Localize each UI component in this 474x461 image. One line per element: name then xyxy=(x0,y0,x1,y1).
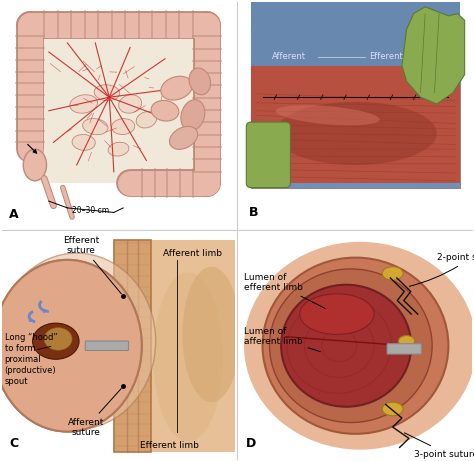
Ellipse shape xyxy=(154,272,223,442)
Polygon shape xyxy=(402,7,465,104)
FancyBboxPatch shape xyxy=(251,30,460,188)
Ellipse shape xyxy=(33,323,79,359)
Text: Efferent
suture: Efferent suture xyxy=(63,236,121,294)
Ellipse shape xyxy=(300,294,374,334)
Ellipse shape xyxy=(44,328,72,350)
Ellipse shape xyxy=(181,100,205,131)
Ellipse shape xyxy=(23,149,46,181)
Ellipse shape xyxy=(281,285,411,407)
Ellipse shape xyxy=(82,118,108,135)
Ellipse shape xyxy=(270,269,432,423)
FancyBboxPatch shape xyxy=(39,34,193,183)
Ellipse shape xyxy=(0,260,142,431)
FancyBboxPatch shape xyxy=(251,2,460,97)
Ellipse shape xyxy=(170,126,198,149)
Text: 20–30 cm: 20–30 cm xyxy=(72,206,109,215)
Ellipse shape xyxy=(399,336,415,347)
Text: Efferent: Efferent xyxy=(369,52,403,61)
FancyBboxPatch shape xyxy=(387,344,421,354)
Text: B: B xyxy=(249,206,258,219)
Ellipse shape xyxy=(72,135,95,150)
Ellipse shape xyxy=(94,85,119,100)
Ellipse shape xyxy=(274,102,437,165)
Ellipse shape xyxy=(263,258,448,434)
Ellipse shape xyxy=(244,242,474,449)
Ellipse shape xyxy=(70,95,98,113)
Ellipse shape xyxy=(161,76,192,100)
Ellipse shape xyxy=(0,253,155,429)
Text: Lumen of
efferent limb: Lumen of efferent limb xyxy=(244,273,325,308)
Text: 3-point sutures: 3-point sutures xyxy=(404,433,474,459)
Text: Afferent
suture: Afferent suture xyxy=(68,389,121,437)
Ellipse shape xyxy=(382,402,403,416)
Text: C: C xyxy=(9,437,18,449)
Ellipse shape xyxy=(182,266,240,402)
Ellipse shape xyxy=(136,112,156,128)
Bar xyxy=(114,240,151,452)
Ellipse shape xyxy=(189,68,210,95)
FancyBboxPatch shape xyxy=(85,341,128,350)
Ellipse shape xyxy=(111,118,135,135)
Text: D: D xyxy=(246,437,256,449)
Text: Efferent limb: Efferent limb xyxy=(140,441,199,449)
Text: Afferent limb: Afferent limb xyxy=(164,248,222,258)
Ellipse shape xyxy=(0,260,142,431)
FancyBboxPatch shape xyxy=(246,122,291,188)
Text: A: A xyxy=(9,208,19,221)
Ellipse shape xyxy=(108,142,129,156)
Text: 2-point sutures: 2-point sutures xyxy=(409,253,474,286)
Ellipse shape xyxy=(151,100,179,121)
Ellipse shape xyxy=(382,266,403,280)
Text: Afferent: Afferent xyxy=(272,52,306,61)
Ellipse shape xyxy=(118,95,142,113)
Text: Lumen of
afferent limb: Lumen of afferent limb xyxy=(244,327,320,352)
Bar xyxy=(251,65,460,183)
Bar xyxy=(151,240,249,452)
Text: Long “hood”
to form
proximal
(productive)
spout: Long “hood” to form proximal (productive… xyxy=(5,332,57,386)
Ellipse shape xyxy=(275,105,380,125)
